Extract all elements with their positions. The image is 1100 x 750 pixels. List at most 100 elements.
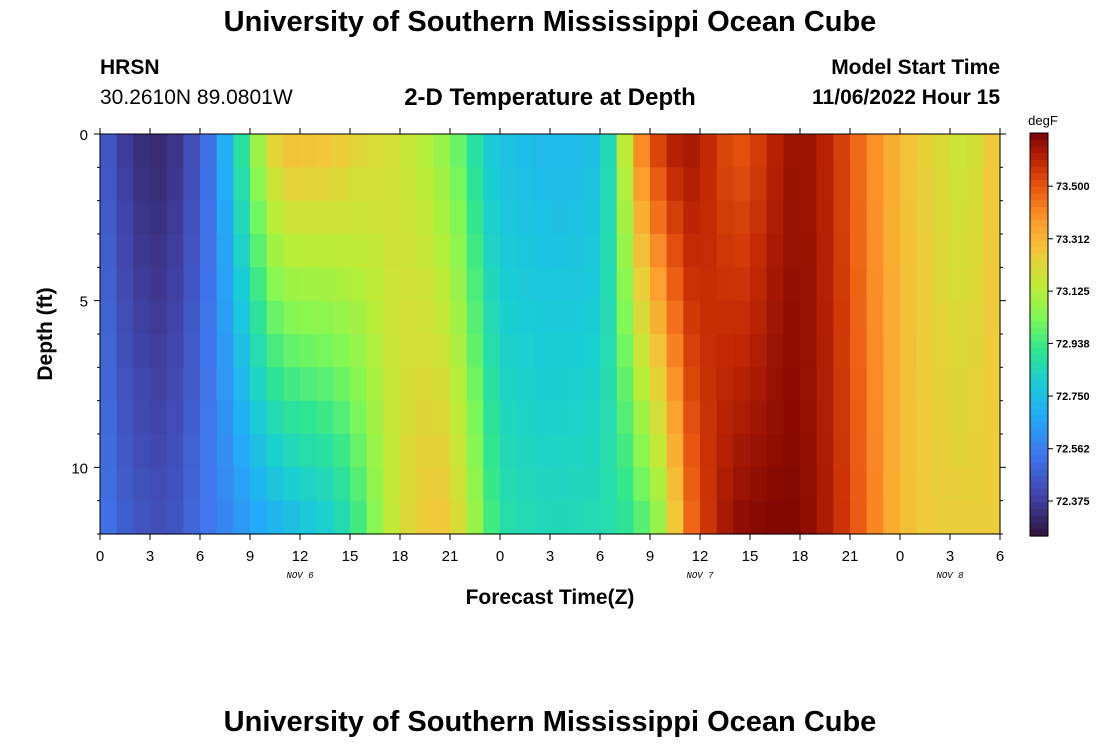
heatmap-cell bbox=[250, 200, 268, 235]
heatmap-cell bbox=[116, 367, 134, 402]
heatmap-cell bbox=[800, 467, 818, 502]
heatmap-cell bbox=[683, 334, 701, 368]
heatmap-cell bbox=[216, 134, 234, 168]
heatmap-cell bbox=[850, 167, 868, 202]
x-tick-label: 3 bbox=[146, 548, 154, 565]
x-axis-label: Forecast Time(Z) bbox=[466, 586, 635, 609]
date-labels: NOV 6 NOV 7 NOV 8 bbox=[286, 571, 964, 581]
heatmap-cell bbox=[500, 300, 518, 335]
heatmap-cell bbox=[633, 300, 651, 335]
heatmap-cell bbox=[266, 300, 284, 335]
heatmap-cell bbox=[933, 234, 951, 268]
heatmap-cell bbox=[450, 167, 468, 202]
heatmap-cell bbox=[383, 134, 401, 168]
heatmap-cell bbox=[900, 300, 918, 335]
heatmap-cell bbox=[700, 167, 718, 202]
heatmap-cell bbox=[750, 400, 768, 435]
colorbar-segment bbox=[1030, 159, 1048, 168]
colorbar-segment bbox=[1030, 455, 1048, 463]
heatmap-cell bbox=[416, 300, 434, 335]
heatmap-cell bbox=[783, 200, 801, 235]
heatmap-cell bbox=[300, 200, 318, 235]
heatmap-cell bbox=[950, 434, 968, 468]
heatmap-cell bbox=[600, 334, 618, 368]
heatmap-cell bbox=[883, 200, 901, 235]
colorbar-tick-label: 72.562 bbox=[1056, 444, 1090, 456]
heatmap-cell bbox=[733, 200, 751, 235]
colorbar-segment bbox=[1030, 166, 1048, 174]
heatmap-cell bbox=[633, 200, 651, 235]
heatmap-cell bbox=[883, 234, 901, 268]
heatmap-cell bbox=[550, 367, 568, 402]
heatmap-cell bbox=[333, 467, 351, 502]
heatmap-cell bbox=[383, 400, 401, 435]
heatmap-cell bbox=[150, 167, 168, 202]
heatmap-cell bbox=[433, 434, 451, 468]
heatmap-cell bbox=[283, 367, 301, 402]
heatmap-cell bbox=[500, 367, 518, 402]
heatmap-cell bbox=[283, 300, 301, 335]
heatmap-cell bbox=[183, 267, 201, 302]
heatmap-cell bbox=[316, 367, 334, 402]
heatmap-cell bbox=[350, 134, 368, 168]
heatmap-cell bbox=[233, 500, 251, 535]
heatmap-cell bbox=[800, 500, 818, 535]
heatmap-cell bbox=[183, 467, 201, 502]
heatmap-cell bbox=[116, 334, 134, 368]
heatmap-cell bbox=[183, 134, 201, 168]
heatmap-cell bbox=[816, 267, 834, 302]
heatmap-cell bbox=[900, 200, 918, 235]
heatmap-cell bbox=[983, 134, 1001, 168]
heatmap-cell bbox=[116, 134, 134, 168]
heatmap-cell bbox=[850, 500, 868, 535]
heatmap-cell bbox=[533, 167, 551, 202]
heatmap-cell bbox=[483, 300, 501, 335]
colorbar-segment bbox=[1030, 186, 1048, 195]
heatmap-cell bbox=[750, 234, 768, 268]
colorbar-segment bbox=[1030, 421, 1048, 430]
heatmap-cell bbox=[916, 167, 934, 202]
heatmap-cell bbox=[516, 134, 534, 168]
heatmap-cell bbox=[533, 500, 551, 535]
colorbar-segment bbox=[1030, 341, 1048, 349]
heatmap-cell bbox=[133, 367, 151, 402]
heatmap-cell bbox=[766, 267, 784, 302]
heatmap-cell bbox=[850, 234, 868, 268]
x-tick-label: 18 bbox=[792, 548, 809, 565]
heatmap-cell bbox=[250, 167, 268, 202]
heatmap-cell bbox=[100, 434, 118, 468]
heatmap-cell bbox=[100, 234, 118, 268]
x-tick-label: 3 bbox=[946, 548, 954, 565]
heatmap-cell bbox=[716, 300, 734, 335]
heatmap-cell bbox=[533, 367, 551, 402]
heatmap-cell bbox=[550, 200, 568, 235]
heatmap-cell bbox=[650, 500, 668, 535]
heatmap-cell bbox=[733, 134, 751, 168]
heatmap-cell bbox=[200, 167, 218, 202]
heatmap-cell bbox=[283, 234, 301, 268]
heatmap-cell bbox=[550, 300, 568, 335]
heatmap-cell bbox=[250, 300, 268, 335]
heatmap-cell bbox=[800, 267, 818, 302]
heatmap-cell bbox=[850, 467, 868, 502]
heatmap-cell bbox=[350, 367, 368, 402]
colorbar-segment bbox=[1030, 529, 1048, 537]
heatmap-cell bbox=[966, 367, 984, 402]
colorbar-segment bbox=[1030, 193, 1048, 201]
heatmap-cell bbox=[716, 367, 734, 402]
heatmap-cell bbox=[466, 367, 484, 402]
heatmap-cell bbox=[466, 200, 484, 235]
heatmap-cell bbox=[100, 134, 118, 168]
heatmap-cell bbox=[500, 400, 518, 435]
x-tick-label: 3 bbox=[546, 548, 554, 565]
heatmap-cell bbox=[783, 134, 801, 168]
heatmap-cell bbox=[300, 434, 318, 468]
heatmap-cell bbox=[100, 500, 118, 535]
heatmap-cell bbox=[350, 434, 368, 468]
x-tick-label: 18 bbox=[392, 548, 409, 565]
heatmap-cell bbox=[883, 334, 901, 368]
heatmap-cell bbox=[850, 134, 868, 168]
heatmap-cell bbox=[650, 367, 668, 402]
heatmap-cell bbox=[416, 334, 434, 368]
heatmap-cell bbox=[433, 400, 451, 435]
